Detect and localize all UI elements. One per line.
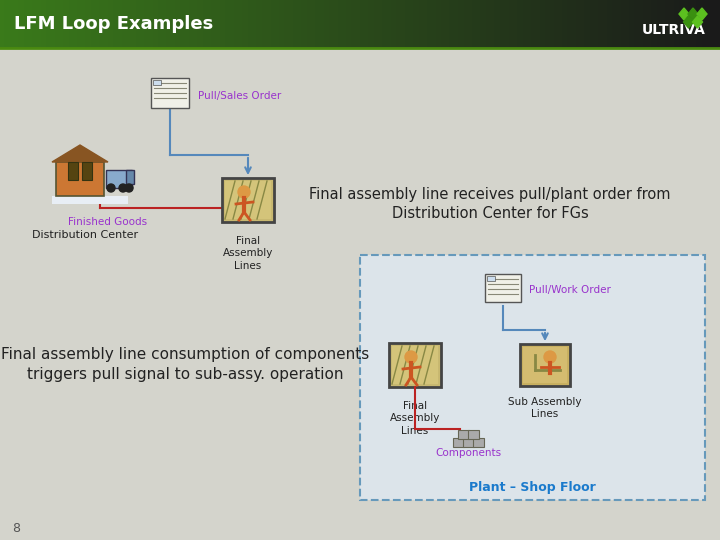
FancyBboxPatch shape (392, 346, 438, 384)
FancyBboxPatch shape (222, 178, 274, 222)
Text: Final assembly line consumption of components: Final assembly line consumption of compo… (1, 348, 369, 362)
Circle shape (405, 351, 417, 363)
FancyBboxPatch shape (360, 255, 705, 500)
Text: Plant – Shop Floor: Plant – Shop Floor (469, 482, 596, 495)
FancyBboxPatch shape (523, 347, 567, 383)
Circle shape (238, 186, 250, 198)
Polygon shape (697, 8, 707, 20)
Circle shape (107, 184, 115, 192)
FancyBboxPatch shape (458, 430, 469, 439)
Text: Final assembly line receives pull/plant order from: Final assembly line receives pull/plant … (310, 187, 671, 202)
Text: Final
Assembly
Lines: Final Assembly Lines (390, 401, 440, 436)
Text: Sub Assembly
Lines: Sub Assembly Lines (508, 397, 582, 420)
Circle shape (125, 184, 133, 192)
FancyBboxPatch shape (106, 170, 132, 188)
FancyBboxPatch shape (151, 78, 189, 108)
Text: LFM Loop Examples: LFM Loop Examples (14, 15, 213, 33)
FancyBboxPatch shape (225, 181, 271, 219)
Polygon shape (688, 8, 698, 20)
Polygon shape (679, 8, 689, 20)
FancyBboxPatch shape (68, 162, 78, 180)
Polygon shape (52, 145, 108, 162)
Text: triggers pull signal to sub-assy. operation: triggers pull signal to sub-assy. operat… (27, 367, 343, 381)
FancyBboxPatch shape (153, 80, 161, 85)
Circle shape (119, 184, 127, 192)
FancyBboxPatch shape (389, 343, 441, 387)
FancyBboxPatch shape (126, 170, 134, 184)
Text: Pull/Work Order: Pull/Work Order (529, 285, 611, 295)
Circle shape (544, 351, 556, 363)
Text: Final
Assembly
Lines: Final Assembly Lines (222, 236, 273, 271)
Text: Pull/Sales Order: Pull/Sales Order (198, 91, 282, 101)
FancyBboxPatch shape (453, 438, 464, 447)
FancyBboxPatch shape (520, 344, 570, 386)
FancyBboxPatch shape (473, 438, 484, 447)
FancyBboxPatch shape (56, 162, 104, 196)
Polygon shape (683, 16, 693, 28)
Text: ULTRIVA: ULTRIVA (642, 23, 706, 37)
FancyBboxPatch shape (487, 276, 495, 281)
FancyBboxPatch shape (485, 274, 521, 302)
Text: Finished Goods: Finished Goods (68, 217, 148, 227)
Text: 8: 8 (12, 522, 20, 535)
Text: Distribution Center: Distribution Center (32, 230, 138, 240)
Polygon shape (693, 16, 703, 28)
FancyBboxPatch shape (463, 438, 474, 447)
FancyBboxPatch shape (82, 162, 92, 180)
Text: Distribution Center for FGs: Distribution Center for FGs (392, 206, 588, 220)
FancyBboxPatch shape (468, 430, 479, 439)
Text: Components: Components (435, 448, 501, 458)
FancyBboxPatch shape (52, 196, 128, 204)
